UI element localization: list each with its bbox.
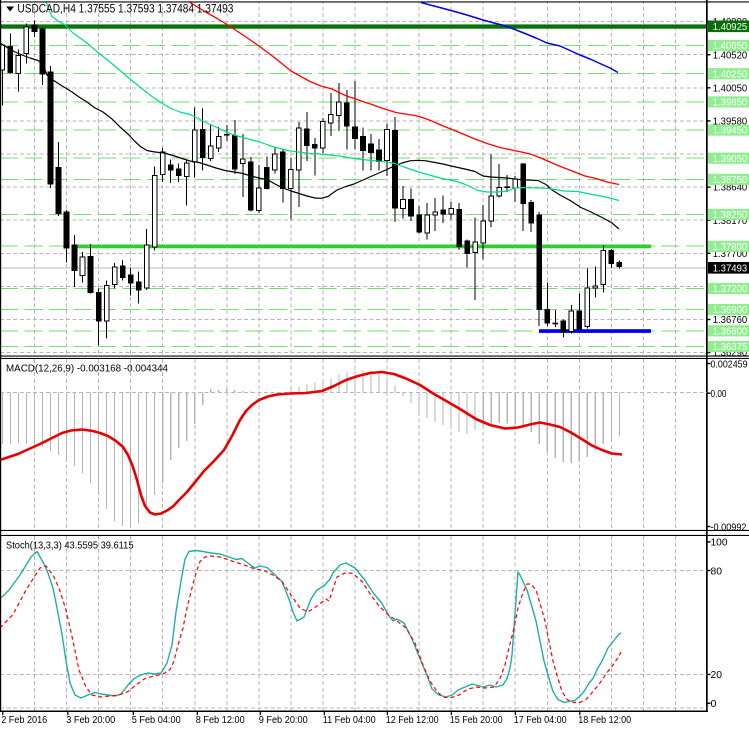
svg-text:100: 100 — [711, 537, 728, 549]
svg-text:1.39450: 1.39450 — [713, 126, 748, 137]
svg-text:80: 80 — [711, 565, 723, 577]
svg-text:1.36900: 1.36900 — [713, 305, 748, 316]
svg-text:8 Feb 12:00: 8 Feb 12:00 — [196, 715, 245, 726]
svg-text:3 Feb 20:00: 3 Feb 20:00 — [66, 715, 115, 726]
svg-text:20: 20 — [711, 669, 723, 681]
svg-text:2 Feb 2016: 2 Feb 2016 — [1, 715, 47, 726]
svg-text:1.36760: 1.36760 — [713, 315, 748, 326]
svg-text:1.40050: 1.40050 — [713, 83, 748, 94]
svg-text:17 Feb 04:00: 17 Feb 04:00 — [514, 715, 567, 726]
svg-text:1.38250: 1.38250 — [713, 210, 748, 221]
svg-text:1.36375: 1.36375 — [713, 342, 748, 353]
svg-text:5 Feb 04:00: 5 Feb 04:00 — [132, 715, 181, 726]
svg-text:1.38750: 1.38750 — [713, 175, 748, 186]
svg-text:0: 0 — [711, 698, 717, 710]
svg-text:1.37800: 1.37800 — [713, 242, 748, 253]
svg-text:-0.00992: -0.00992 — [711, 521, 747, 533]
svg-text:0.002459: 0.002459 — [711, 358, 748, 370]
svg-text:USDCAD,H4 1.37555 1.37593 1.3: USDCAD,H4 1.37555 1.37593 1.37484 1.3749… — [17, 2, 233, 16]
svg-text:MACD(12,26,9) -0.003168 -0.004: MACD(12,26,9) -0.003168 -0.004344 — [6, 363, 168, 375]
svg-text:Stoch(13,3,3) 43.5595 39.6115: Stoch(13,3,3) 43.5595 39.6115 — [6, 540, 134, 552]
svg-text:0.00: 0.00 — [711, 388, 727, 400]
svg-text:1.37700: 1.37700 — [713, 249, 748, 260]
svg-text:15 Feb 20:00: 15 Feb 20:00 — [450, 715, 503, 726]
svg-text:1.39050: 1.39050 — [713, 154, 748, 165]
svg-text:1.40250: 1.40250 — [713, 69, 748, 80]
svg-text:1.39580: 1.39580 — [713, 117, 748, 128]
svg-text:1.38170: 1.38170 — [713, 216, 748, 227]
svg-text:1.37493: 1.37493 — [713, 263, 748, 274]
svg-text:1.36600: 1.36600 — [713, 326, 748, 337]
svg-text:12 Feb 12:00: 12 Feb 12:00 — [386, 715, 439, 726]
svg-text:18 Feb 12:00: 18 Feb 12:00 — [578, 715, 631, 726]
svg-text:1.40520: 1.40520 — [713, 50, 748, 61]
svg-text:1.36290: 1.36290 — [713, 348, 748, 359]
svg-text:11 Feb 04:00: 11 Feb 04:00 — [323, 715, 376, 726]
svg-text:1.37200: 1.37200 — [713, 284, 748, 295]
svg-text:1.38640: 1.38640 — [713, 183, 748, 194]
svg-text:9 Feb 20:00: 9 Feb 20:00 — [259, 715, 308, 726]
svg-text:1.39850: 1.39850 — [713, 98, 748, 109]
svg-text:1.40650: 1.40650 — [713, 41, 748, 52]
svg-text:1.40925: 1.40925 — [713, 22, 748, 33]
